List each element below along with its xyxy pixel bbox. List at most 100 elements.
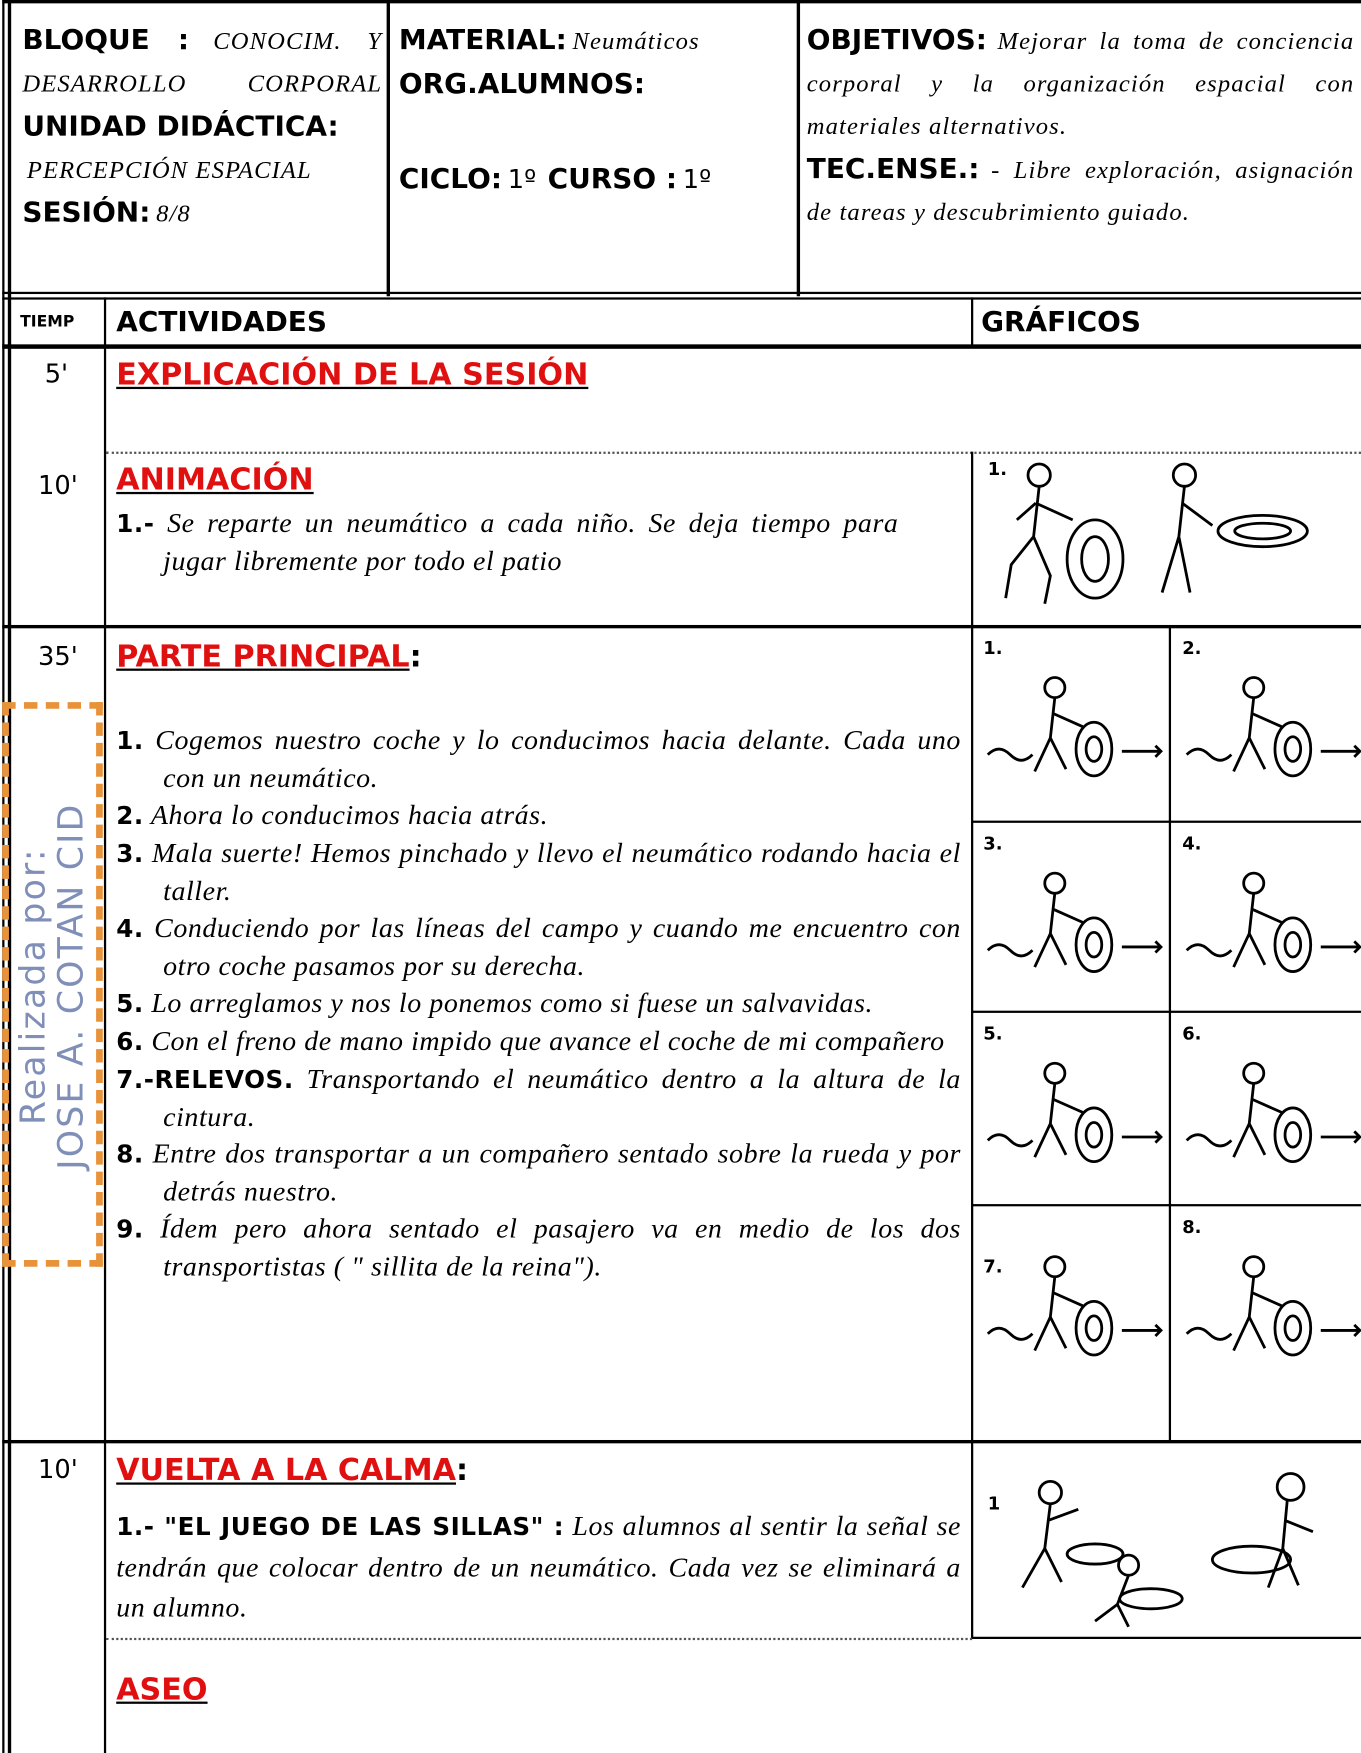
- watermark-line: Realizada por:: [13, 847, 54, 1126]
- activity-item: 1.- Se reparte un neumático a cada niño.…: [116, 505, 898, 580]
- section-title: EXPLICACIÓN DE LA SESIÓN: [116, 357, 589, 393]
- watermark: Realizada por: JOSE A. COTAN CID: [13, 802, 92, 1170]
- value: 1º: [507, 165, 537, 195]
- header-block: MATERIAL: Neumáticos ORG.ALUMNOS: CICLO:…: [399, 20, 790, 202]
- value: Neumáticos: [572, 26, 700, 55]
- value: 1º: [682, 165, 712, 195]
- illustration: [1185, 676, 1361, 778]
- border: [2, 344, 1361, 349]
- activity-item: 2. Ahora lo conducimos hacia atrás.: [116, 797, 961, 835]
- activity-item: 7.-RELEVOS. Transportando el neumático d…: [116, 1061, 961, 1136]
- item-number: 2.: [116, 802, 144, 831]
- activity-item: 1.- "EL JUEGO DE LAS SILLAS" : Los alumn…: [116, 1507, 961, 1629]
- section-title-text: VUELTA A LA CALMA: [116, 1453, 457, 1489]
- graphic-label: 1: [987, 1492, 1001, 1514]
- divider: [106, 451, 1361, 454]
- graphic-label: 4.: [1182, 832, 1202, 855]
- value: - Libre exploración, asignación de tarea…: [806, 155, 1355, 226]
- border: [971, 626, 974, 1443]
- illustration: [986, 1255, 1163, 1357]
- item-text: Entre dos transportar a un compañero sen…: [152, 1139, 961, 1208]
- item-text: Los alumnos al sentir la señal se tendrá…: [116, 1511, 961, 1624]
- column-header: ACTIVIDADES: [116, 305, 327, 338]
- section-title: ASEO: [116, 1672, 208, 1708]
- border: [7, 0, 12, 1753]
- border: [971, 451, 974, 627]
- activity-list: 1.- "EL JUEGO DE LAS SILLAS" : Los alumn…: [116, 1507, 961, 1629]
- illustration: [1021, 1472, 1314, 1628]
- border: [2, 0, 1361, 4]
- suffix: :: [456, 1453, 469, 1489]
- label: OBJETIVOS:: [806, 23, 987, 56]
- graphic-label: 6.: [1182, 1022, 1202, 1045]
- item-number: 4.: [116, 915, 144, 944]
- header-block: OBJETIVOS: Mejorar la toma de conciencia…: [807, 20, 1355, 235]
- value: 8/8: [156, 199, 191, 227]
- header-block: BLOQUE : CONOCIM. Y DESARROLLO CORPORAL …: [22, 20, 382, 236]
- illustration: [986, 1061, 1163, 1163]
- activity-item: 3. Mala suerte! Hemos pinchado y llevo e…: [116, 835, 961, 910]
- label: CICLO:: [398, 162, 503, 195]
- item-text: Conduciendo por las líneas del campo y c…: [154, 913, 961, 982]
- item-number: 7.-RELEVOS.: [116, 1066, 294, 1095]
- watermark-box: [2, 702, 103, 1267]
- watermark-line: JOSE A. COTAN CID: [51, 802, 92, 1170]
- divider: [106, 1637, 973, 1641]
- border: [972, 820, 1361, 823]
- border: [972, 1636, 1361, 1639]
- border: [972, 1204, 1361, 1207]
- time: 10': [37, 1455, 78, 1485]
- column-header: TIEMP: [20, 313, 75, 331]
- illustration: [1185, 871, 1361, 973]
- illustration: [986, 871, 1163, 973]
- activity-item: 4. Conduciendo por las líneas del campo …: [116, 910, 961, 985]
- item-text: Transportando el neumático dentro a la a…: [163, 1064, 961, 1133]
- item-number: 6.: [116, 1028, 144, 1057]
- graphic-label: 2.: [1182, 637, 1202, 659]
- activity-list: 1.- Se reparte un neumático a cada niño.…: [116, 505, 898, 580]
- illustration: [1004, 462, 1309, 604]
- graphic-label: 8.: [1182, 1216, 1202, 1238]
- graphic-label: 1.: [983, 637, 1003, 659]
- illustration: [986, 676, 1163, 778]
- item-number: 1.-: [116, 510, 155, 539]
- item-text: Con el freno de mano impido que avance e…: [151, 1026, 945, 1057]
- time: 5': [44, 359, 69, 390]
- graphic-label: 1.: [987, 458, 1008, 480]
- border: [2, 1439, 1361, 1444]
- border: [2, 297, 1361, 300]
- item-text: Se reparte un neumático a cada niño. Se …: [163, 508, 899, 577]
- border: [2, 291, 1361, 295]
- border: [972, 1010, 1361, 1013]
- activity-item: 5. Lo arreglamos y nos lo ponemos como s…: [116, 985, 961, 1023]
- label: UNIDAD DIDÁCTICA:: [22, 109, 339, 142]
- item-number: 9.: [116, 1216, 144, 1245]
- section-title: ANIMACIÓN: [116, 462, 314, 498]
- label: SESIÓN:: [22, 195, 151, 229]
- suffix: :: [409, 639, 422, 675]
- item-number: 1.: [116, 727, 144, 756]
- border: [971, 297, 974, 347]
- value: CONOCIM. Y DESARROLLO CORPORAL: [22, 26, 383, 98]
- label: MATERIAL:: [398, 23, 567, 56]
- border: [103, 297, 107, 1753]
- activity-item: 8. Entre dos transportar a un compañero …: [116, 1136, 961, 1211]
- item-number: 3.: [116, 840, 144, 869]
- label: ORG.ALUMNOS:: [398, 67, 646, 100]
- column-header: GRÁFICOS: [981, 305, 1141, 338]
- value: Mejorar la toma de conciencia corporal y…: [806, 26, 1355, 140]
- border: [971, 1442, 974, 1639]
- illustration: [1185, 1061, 1361, 1163]
- border: [386, 0, 390, 297]
- activity-item: 9. Ídem pero ahora sentado el pasajero v…: [116, 1211, 961, 1286]
- time: 10': [37, 471, 78, 501]
- time: 35': [37, 642, 78, 672]
- item-text: Ídem pero ahora sentado el pasajero va e…: [160, 1214, 961, 1283]
- illustration: [1185, 1255, 1361, 1357]
- activity-item: 6. Con el freno de mano impido que avanc…: [116, 1023, 961, 1061]
- border: [2, 624, 1361, 629]
- item-number: 8.: [116, 1141, 144, 1170]
- section-title: VUELTA A LA CALMA:: [116, 1453, 468, 1488]
